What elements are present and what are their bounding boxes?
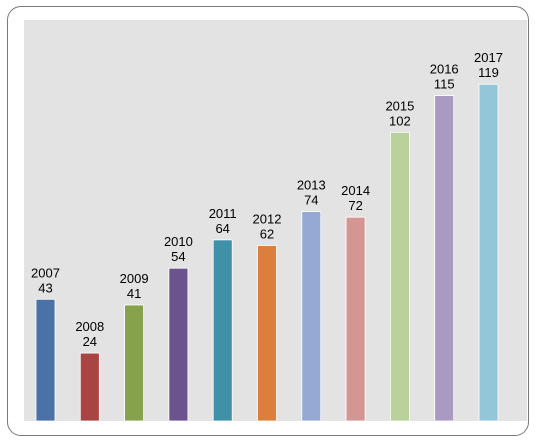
value-label-2007: 43 xyxy=(38,280,52,295)
bar-2015 xyxy=(389,131,410,422)
category-label-2010: 2010 xyxy=(164,234,193,249)
bar-2017 xyxy=(478,83,499,422)
category-label-2016: 2016 xyxy=(430,62,459,77)
bar-2012 xyxy=(257,245,277,422)
bar-2013 xyxy=(301,211,322,422)
category-label-2008: 2008 xyxy=(75,319,104,334)
bar-2009 xyxy=(124,304,144,422)
bar-2007 xyxy=(35,298,56,422)
value-label-2009: 41 xyxy=(127,286,141,301)
category-label-2014: 2014 xyxy=(341,183,370,198)
value-label-2016: 115 xyxy=(434,77,455,92)
value-label-2014: 72 xyxy=(348,198,362,213)
value-label-2010: 54 xyxy=(171,249,185,264)
value-label-2008: 24 xyxy=(83,334,97,349)
value-label-2013: 74 xyxy=(304,193,318,208)
category-label-2015: 2015 xyxy=(385,98,414,113)
value-label-2015: 102 xyxy=(389,113,411,128)
category-label-2013: 2013 xyxy=(297,178,326,193)
bar-2016 xyxy=(434,95,455,422)
category-label-2012: 2012 xyxy=(253,212,282,227)
category-label-2017: 2017 xyxy=(474,50,503,65)
category-label-2009: 2009 xyxy=(120,271,149,286)
bar-2008 xyxy=(79,352,100,422)
value-label-2011: 64 xyxy=(215,221,229,236)
category-label-2011: 2011 xyxy=(209,206,237,221)
value-label-2017: 119 xyxy=(478,65,499,80)
bar-2014 xyxy=(345,216,366,422)
category-label-2007: 2007 xyxy=(31,265,60,280)
value-label-2012: 62 xyxy=(260,227,274,242)
bars-group xyxy=(35,83,499,422)
bar-2011 xyxy=(212,239,233,422)
bar-2010 xyxy=(168,267,189,422)
